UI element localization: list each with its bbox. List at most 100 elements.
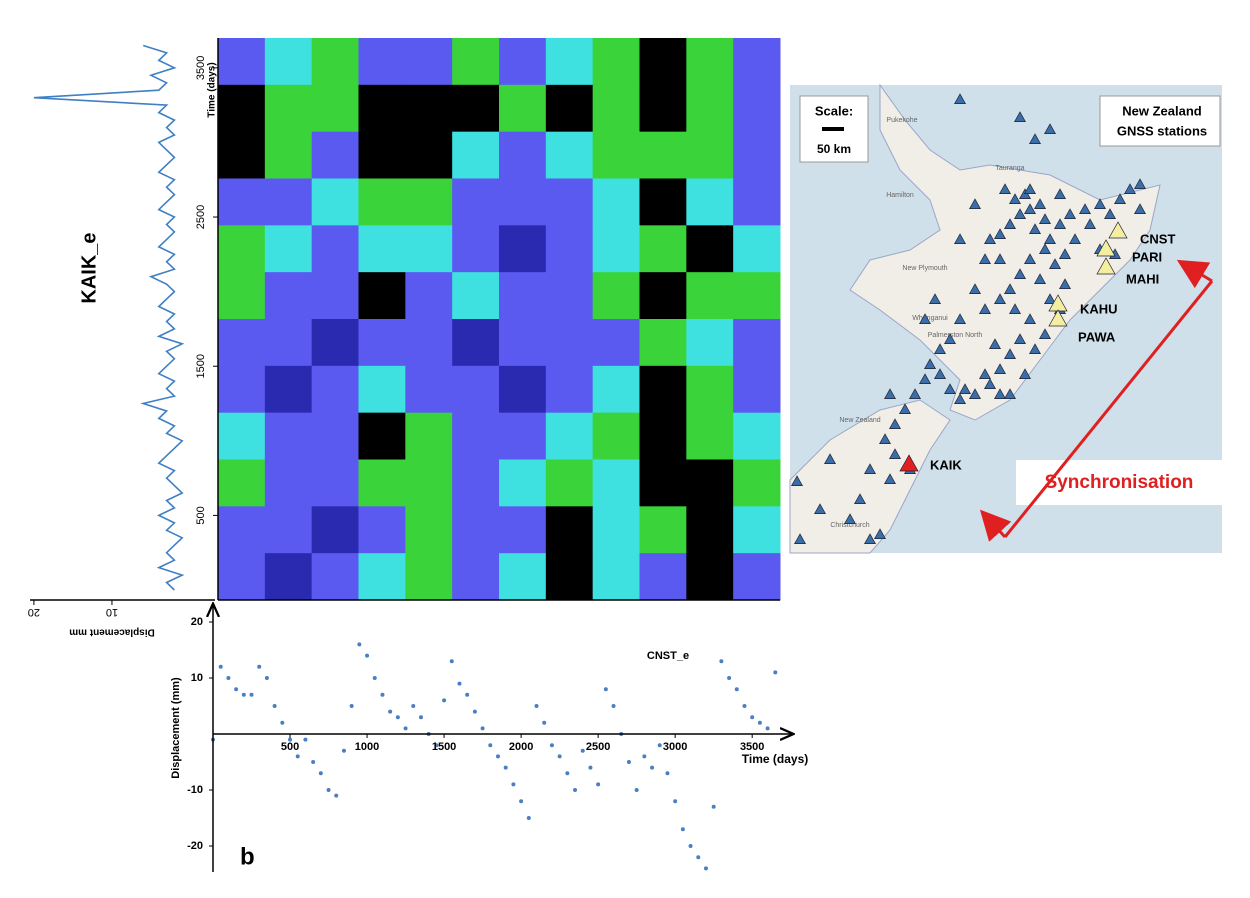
heatmap-cell [592, 506, 640, 554]
point [727, 676, 732, 680]
heatmap-cell [686, 38, 734, 86]
station-icon [1079, 203, 1091, 214]
point [372, 676, 377, 680]
heatmap-cell [639, 272, 687, 320]
point [465, 692, 470, 697]
place-label: Whanganui [912, 315, 948, 322]
heatmap-cell [686, 272, 734, 320]
station-icon [954, 93, 966, 104]
heatmap-cell [545, 225, 594, 273]
series-line [33, 44, 185, 591]
tick-label: 500 [195, 506, 207, 524]
heatmap-cell [218, 506, 266, 554]
heatmap-cell [686, 506, 734, 554]
heatmap-cell [499, 38, 547, 86]
point [264, 676, 269, 680]
heatmap-cell [264, 38, 313, 86]
station-icon [929, 293, 941, 304]
heatmap-cell [545, 178, 594, 226]
station-icon [824, 453, 836, 464]
heatmap-cell [639, 178, 687, 226]
point [418, 715, 423, 720]
point [442, 698, 447, 703]
heatmap-cell [264, 553, 313, 601]
station-icon [1039, 213, 1051, 224]
station-icon [979, 303, 991, 314]
map-title: New Zealand [1122, 103, 1202, 118]
place-label: Hamilton [886, 192, 914, 199]
heatmap-cell [545, 84, 594, 133]
heatmap-cell [218, 225, 266, 273]
heatmap-cell [592, 178, 640, 226]
scale-bar [822, 127, 844, 131]
station-icon [791, 475, 803, 486]
point [742, 704, 747, 708]
heatmap-cell [358, 38, 406, 86]
heatmap-cell [499, 272, 547, 320]
heatmap-cell [452, 553, 500, 601]
station-label: MAHI [1126, 271, 1159, 286]
tick-label: -10 [187, 784, 203, 796]
tick-label: 1000 [355, 741, 379, 753]
annotation: Synchronisation [1045, 472, 1194, 493]
heatmap-cell [218, 319, 266, 367]
point [496, 754, 500, 759]
heatmap-cell [405, 553, 453, 601]
heatmap-cell [264, 412, 313, 460]
map: Scale: 50 km New Zealand GNSS stations P… [789, 83, 1222, 554]
heatmap-cell [452, 506, 500, 554]
heatmap-cell [592, 84, 640, 133]
point [241, 692, 246, 697]
heatmap-cell [733, 131, 781, 179]
point [218, 664, 223, 669]
heatmap-cell [592, 412, 640, 460]
series-title: KAIK_e [78, 232, 100, 303]
station-icon [999, 183, 1011, 194]
station-label: KAHU [1080, 301, 1118, 316]
heatmap-cell [218, 178, 266, 226]
point [765, 726, 770, 731]
point [249, 692, 254, 697]
place-label: New Zealand [839, 417, 880, 424]
station-icon [934, 368, 946, 379]
heatmap-cell [311, 319, 359, 367]
heatmap-cell [358, 459, 406, 507]
heatmap-cell [405, 319, 453, 367]
station-icon [1104, 208, 1116, 219]
heatmap-cell [545, 319, 594, 367]
point [288, 737, 293, 742]
station-icon [889, 448, 901, 459]
tick-label: 2000 [509, 741, 533, 753]
heatmap-cell [218, 459, 266, 507]
station-icon [1084, 218, 1096, 229]
point [449, 659, 454, 664]
station-icon [1044, 123, 1056, 134]
heatmap-cell [358, 225, 406, 273]
station-icon [1024, 313, 1036, 324]
point [380, 692, 385, 697]
station-icon [994, 388, 1006, 399]
heatmap-cell [592, 319, 640, 367]
heatmap-cell [218, 412, 266, 460]
station-icon [1014, 111, 1026, 122]
point [395, 715, 400, 720]
point [519, 799, 524, 804]
station-icon [944, 383, 956, 394]
heatmap-cell [452, 319, 500, 367]
heatmap-cell [639, 84, 687, 133]
point [603, 687, 608, 692]
heatmap-cell [639, 412, 687, 460]
panel-label: b [240, 843, 255, 870]
station-icon [1024, 183, 1036, 194]
tick-label: 20 [28, 606, 40, 618]
arrow [1176, 259, 1213, 289]
arrow [979, 509, 1012, 542]
heatmap-cell [452, 38, 500, 86]
station-icon [1029, 133, 1041, 144]
point [773, 670, 778, 675]
heatmap-cell [358, 272, 406, 320]
highlight-station [1048, 309, 1068, 327]
station-icon [889, 418, 901, 429]
point [596, 782, 601, 787]
